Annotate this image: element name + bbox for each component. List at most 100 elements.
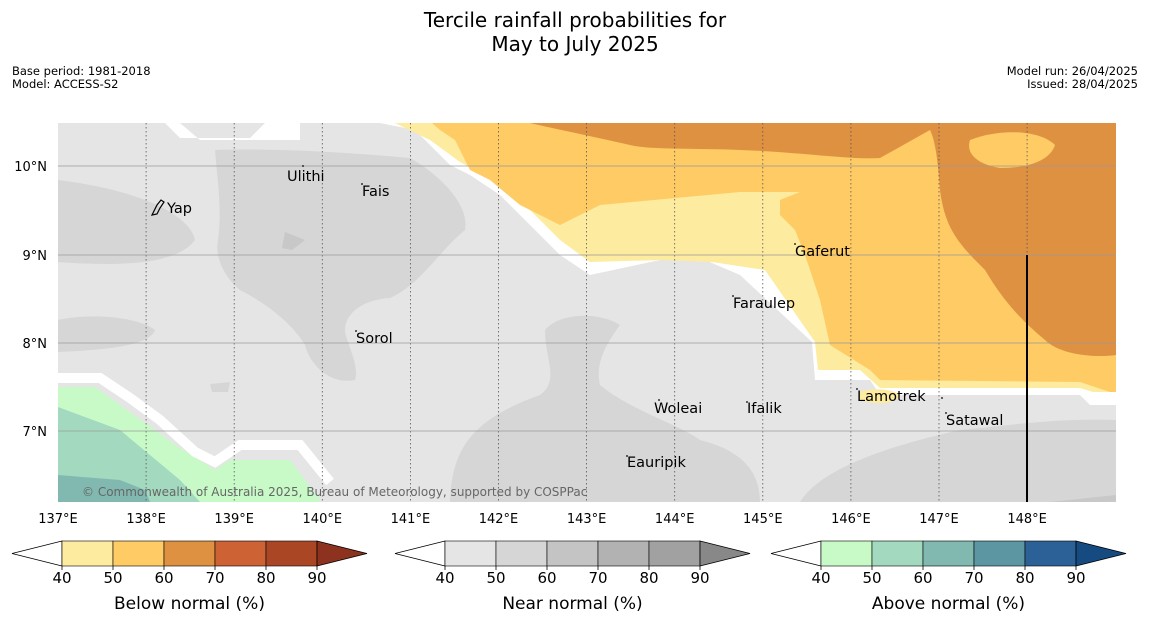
above-colorbar-segment	[871, 540, 924, 567]
near-colorbar-tick-label: 90	[690, 569, 709, 587]
near-50-60-southeast	[800, 419, 1116, 502]
above-colorbar-tick-label: 40	[811, 569, 830, 587]
place-satawal: Satawal	[946, 413, 1003, 429]
below-colorbar-segment	[214, 540, 267, 567]
below-colorbar-segment	[163, 540, 216, 567]
place-ulithi: Ulithi	[287, 169, 325, 185]
below-50-60-island	[969, 132, 1055, 168]
below-colorbar-over-arrow	[316, 540, 368, 567]
colorbar-below: 40 50 60 70 80 90 Below normal (%)	[11, 540, 368, 614]
above-colorbar-tick-label: 70	[964, 569, 983, 587]
gridlines	[58, 123, 1116, 502]
below-colorbar-tick-label: 40	[52, 569, 71, 587]
below-colorbar-segment	[265, 540, 318, 567]
below-colorbar-tick-label: 80	[256, 569, 275, 587]
near-50-60-dot	[210, 382, 230, 392]
lon-tick-label: 145°E	[743, 512, 783, 527]
above-colorbar-under-arrow	[770, 540, 822, 567]
above-colorbar-tick-label: 80	[1015, 569, 1034, 587]
lon-tick-label: 137°E	[38, 512, 78, 527]
lon-tick-label: 140°E	[303, 512, 343, 527]
issued-text: Issued: 28/04/2025	[1027, 77, 1138, 91]
lon-tick-label: 139°E	[214, 512, 254, 527]
lon-tick-label: 142°E	[479, 512, 519, 527]
near-colorbar-tick-label: 50	[486, 569, 505, 587]
above-colorbar-over-arrow	[1075, 540, 1127, 567]
above-colorbar-segment	[820, 540, 873, 567]
below-colorbar-segment	[112, 540, 165, 567]
near-50-60-west	[58, 180, 195, 264]
near-50-60-central	[215, 149, 466, 381]
above-colorbar-segment	[922, 540, 975, 567]
longitude-ticks: 137°E 138°E 139°E 140°E 141°E 142°E 143°E 144°E…	[38, 512, 1047, 527]
below-colorbar-tick-label: 50	[103, 569, 122, 587]
near-colorbar-over-arrow	[699, 540, 751, 567]
place-lamotrek: Lamotrek	[857, 389, 926, 405]
place-ifalik: Ifalik	[747, 401, 782, 417]
place-sorol: Sorol	[356, 331, 393, 347]
above-colorbar-tick-label: 60	[913, 569, 932, 587]
island-dots	[302, 165, 947, 457]
colorbar-above: 40 50 60 70 80 90 Above normal (%)	[770, 540, 1127, 614]
white-gap-north	[58, 123, 300, 140]
near-50-60-small	[282, 232, 305, 250]
title-line-2: May to July 2025	[491, 32, 659, 56]
lon-tick-label: 141°E	[391, 512, 431, 527]
place-eauripik: Eauripik	[627, 455, 686, 471]
colorbar-near: 40 50 60 70 80 90 Near normal (%)	[394, 540, 751, 614]
below-colorbar-under-arrow	[11, 540, 63, 567]
below-60-70-region	[530, 123, 1116, 357]
above-60-70-region	[58, 475, 150, 502]
lat-tick-label: 8°N	[23, 337, 48, 352]
below-colorbar-tick-label: 90	[307, 569, 326, 587]
lon-tick-label: 143°E	[567, 512, 607, 527]
latitude-ticks: 10°N 9°N 8°N 7°N	[14, 160, 47, 440]
below-colorbar-title: Below normal (%)	[114, 594, 265, 614]
above-colorbar-tick-label: 90	[1066, 569, 1085, 587]
map-panel: Yap Ulithi Fais Gaferut Faraulep Sorol W…	[58, 123, 1116, 502]
lat-tick-label: 10°N	[14, 160, 47, 175]
lat-tick-label: 7°N	[23, 425, 48, 440]
lon-tick-label: 138°E	[126, 512, 166, 527]
place-gaferut: Gaferut	[795, 244, 850, 260]
near-colorbar-segment	[495, 540, 548, 567]
model-run-text: Model run: 26/04/2025	[1006, 64, 1138, 78]
meta-left: Base period: 1981-2018 Model: ACCESS-S2	[12, 65, 151, 91]
near-60-70-corner	[1050, 495, 1116, 502]
title-line-1: Tercile rainfall probabilities for	[423, 8, 727, 32]
lon-tick-label: 147°E	[919, 512, 959, 527]
near-colorbar-segment	[597, 540, 650, 567]
map-title: Tercile rainfall probabilities for May t…	[0, 8, 1150, 56]
lon-tick-label: 148°E	[1007, 512, 1047, 527]
place-yap: Yap	[166, 201, 192, 217]
near-colorbar-segment	[648, 540, 701, 567]
below-colorbar-segment	[61, 540, 114, 567]
above-colorbar-title: Above normal (%)	[872, 594, 1025, 614]
model-text: Model: ACCESS-S2	[12, 77, 119, 91]
base-period-text: Base period: 1981-2018	[12, 64, 151, 78]
place-woleai: Woleai	[654, 401, 702, 417]
place-fais: Fais	[362, 184, 389, 200]
lon-tick-label: 144°E	[655, 512, 695, 527]
yap-island-shape	[150, 199, 165, 216]
near-colorbar-tick-label: 60	[537, 569, 556, 587]
above-colorbar-tick-label: 50	[862, 569, 881, 587]
near-colorbar-under-arrow	[394, 540, 446, 567]
lon-tick-label: 146°E	[831, 512, 871, 527]
near-colorbar-title: Near normal (%)	[502, 594, 642, 614]
white-gap-southwest	[58, 373, 334, 486]
near-colorbar-segment	[546, 540, 599, 567]
above-colorbar-segment	[1024, 540, 1077, 567]
above-colorbar-segment	[973, 540, 1026, 567]
place-faraulep: Faraulep	[733, 296, 795, 312]
near-colorbar-tick-label: 80	[639, 569, 658, 587]
near-50-60-south	[450, 315, 760, 502]
below-colorbar-tick-label: 70	[205, 569, 224, 587]
near-colorbar-tick-label: 40	[435, 569, 454, 587]
meta-right: Model run: 26/04/2025 Issued: 28/04/2025	[1007, 65, 1138, 91]
copyright-notice: © Commonwealth of Australia 2025, Bureau…	[82, 485, 587, 499]
below-40-50-patch	[860, 389, 900, 404]
lat-tick-label: 9°N	[23, 249, 48, 264]
below-colorbar-tick-label: 60	[154, 569, 173, 587]
